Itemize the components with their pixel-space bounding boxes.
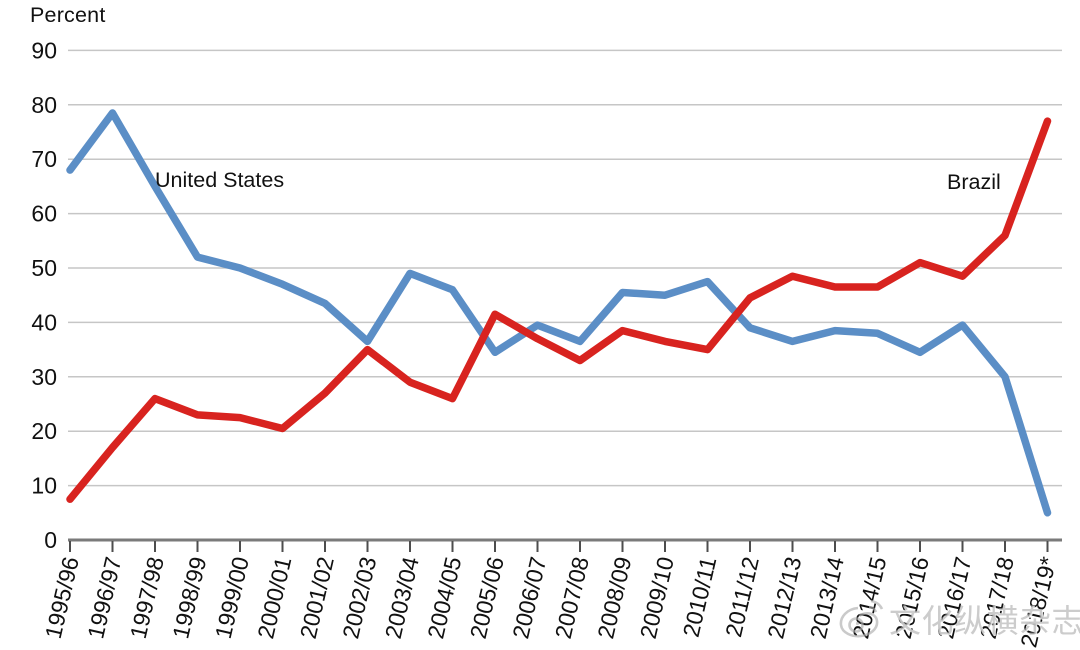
x-tick-label: 2015/16: [890, 554, 934, 641]
y-tick-label: 40: [31, 309, 57, 335]
x-tick-label: 2001/02: [295, 554, 339, 641]
x-tick-label: 1997/98: [125, 554, 169, 641]
x-tick-label: 2007/08: [550, 554, 594, 641]
x-tick-label: 2005/06: [465, 554, 509, 641]
y-axis-title: Percent: [30, 3, 106, 27]
x-tick-label: 2017/18: [975, 554, 1019, 641]
x-tick-label: 2006/07: [507, 554, 551, 641]
y-tick-label: 70: [31, 146, 57, 172]
x-tick-label: 1995/96: [40, 554, 84, 641]
x-tick-label: 2003/04: [380, 554, 424, 641]
x-tick-label: 2010/11: [678, 554, 722, 639]
series-label-brazil: Brazil: [947, 170, 1001, 194]
x-tick-label: 1999/00: [210, 554, 254, 641]
y-tick-label: 80: [31, 92, 57, 118]
x-tick-label: 2009/10: [635, 554, 679, 641]
y-tick-label: 50: [31, 255, 57, 281]
x-tick-label: 2018/19*: [1015, 554, 1061, 650]
us-series-line: [66, 109, 1052, 517]
y-tick-label: 20: [31, 418, 57, 444]
x-tick-label: 2012/13: [762, 554, 806, 641]
y-tick-label: 90: [31, 37, 57, 63]
y-tick-label: 10: [31, 473, 57, 499]
y-tick-label: 60: [31, 201, 57, 227]
x-tick-label: 2004/05: [422, 554, 466, 641]
x-tick-label: 2014/15: [847, 554, 891, 641]
x-tick-label: 2011/12: [720, 554, 764, 639]
y-tick-label: 0: [44, 527, 57, 553]
x-tick-label: 2000/01: [252, 554, 296, 641]
y-tick-label: 30: [31, 364, 57, 390]
x-tick-label: 2008/09: [592, 554, 636, 641]
x-tick-label: 2016/17: [932, 554, 976, 641]
brazil-series-line: [66, 117, 1052, 503]
x-tick-label: 1998/99: [167, 554, 211, 641]
x-tick-label: 2013/14: [805, 554, 849, 641]
series-label-united-states: United States: [155, 168, 285, 192]
x-tick-label: 1996/97: [82, 554, 126, 641]
x-tick-label: 2002/03: [337, 554, 381, 641]
